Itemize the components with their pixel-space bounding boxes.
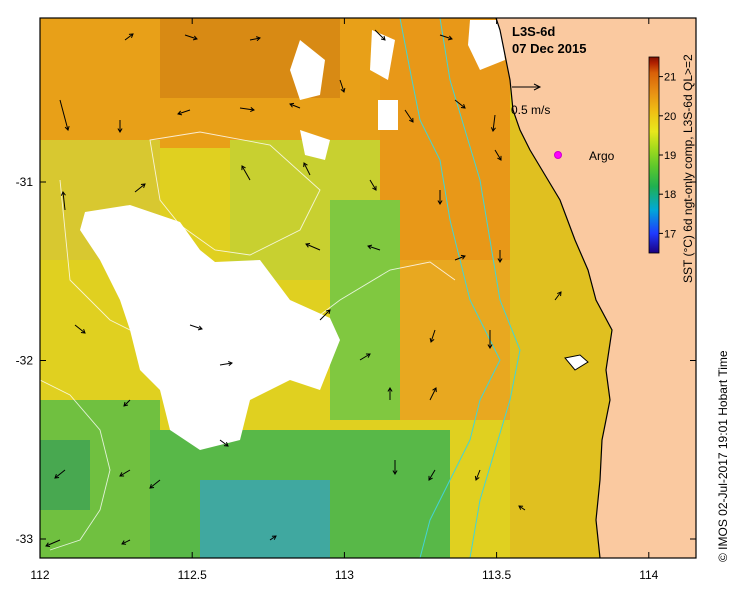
current-vector	[119, 469, 131, 477]
current-vector	[239, 107, 255, 113]
current-vector	[374, 29, 386, 41]
current-vector	[134, 183, 146, 193]
y-tick-label: -31	[16, 175, 34, 189]
colorbar-tick-label: 20	[664, 111, 676, 123]
x-tick-label: 114	[639, 568, 658, 582]
current-vector	[189, 324, 203, 331]
current-vector	[454, 254, 466, 261]
current-vector	[54, 469, 66, 479]
current-vector	[369, 179, 377, 191]
current-vector	[177, 109, 191, 116]
y-tick-label: -32	[16, 354, 34, 368]
colorbar-ticks: 17 18 19 20 21	[659, 72, 676, 240]
current-vector	[219, 439, 229, 447]
current-vector	[117, 120, 123, 133]
current-vector	[554, 291, 562, 301]
current-vector	[359, 353, 371, 361]
current-vector	[487, 330, 493, 349]
date-label: 07 Dec 2015	[512, 41, 586, 56]
colorbar-tick-label: 18	[664, 189, 676, 201]
sst-contours	[40, 131, 456, 551]
credit-label: © IMOS 02-Jul-2017 19:01 Hobart Time	[716, 350, 730, 562]
current-vector	[404, 109, 414, 123]
colorbar-tick-label: 21	[664, 72, 676, 84]
x-tick-label: 113	[335, 568, 354, 582]
current-vectors	[45, 29, 562, 548]
current-vector	[219, 361, 233, 367]
argo-label: Argo	[589, 149, 615, 163]
current-vector	[60, 191, 66, 211]
current-vector	[428, 469, 436, 481]
colorbar-tick-label: 19	[664, 150, 676, 162]
current-vector	[269, 535, 277, 541]
current-vector	[241, 165, 251, 181]
bathymetry-contours	[399, 18, 521, 558]
colorbar-label: SST (°C) 6d ngt-only comp, L3S-6d QL>=2	[681, 54, 695, 283]
land	[496, 18, 696, 558]
colorbar-tick-label: 17	[664, 228, 676, 240]
current-vector	[123, 399, 131, 407]
current-vector	[124, 33, 134, 41]
current-vector	[305, 242, 321, 251]
current-vector	[319, 309, 331, 321]
y-axis: -31 -32 -33	[16, 175, 696, 546]
current-vector	[429, 329, 436, 343]
current-vector	[494, 149, 502, 161]
current-vector	[74, 324, 86, 334]
current-vector	[518, 505, 526, 511]
current-vector	[454, 99, 466, 109]
current-vector	[392, 460, 398, 475]
x-tick-label: 112.5	[178, 568, 207, 582]
current-vector	[59, 99, 70, 131]
current-vector	[289, 102, 301, 109]
current-vector	[439, 34, 453, 41]
current-vector	[497, 250, 503, 263]
x-tick-label: 112	[30, 568, 49, 582]
y-tick-label: -33	[16, 532, 34, 546]
coastline	[495, 17, 613, 559]
current-vector	[490, 114, 496, 132]
product-label: L3S-6d	[512, 24, 555, 39]
scale-arrow	[512, 83, 542, 91]
current-vector	[303, 162, 311, 176]
current-vector	[45, 539, 61, 548]
current-vector	[387, 387, 393, 400]
current-vector	[429, 387, 437, 401]
colorbar	[648, 56, 660, 254]
current-vector	[367, 244, 381, 251]
current-vector	[437, 190, 443, 205]
current-vector	[184, 34, 198, 41]
x-tick-label: 113.5	[482, 568, 511, 582]
scale-label: 0.5 m/s	[511, 103, 550, 117]
current-vector	[149, 479, 161, 489]
map-frame	[39, 17, 697, 559]
current-vector	[474, 469, 481, 481]
current-vector	[339, 79, 346, 93]
current-vector	[249, 36, 261, 42]
argo-float-marker[interactable]	[554, 151, 562, 159]
current-vector	[121, 539, 131, 545]
